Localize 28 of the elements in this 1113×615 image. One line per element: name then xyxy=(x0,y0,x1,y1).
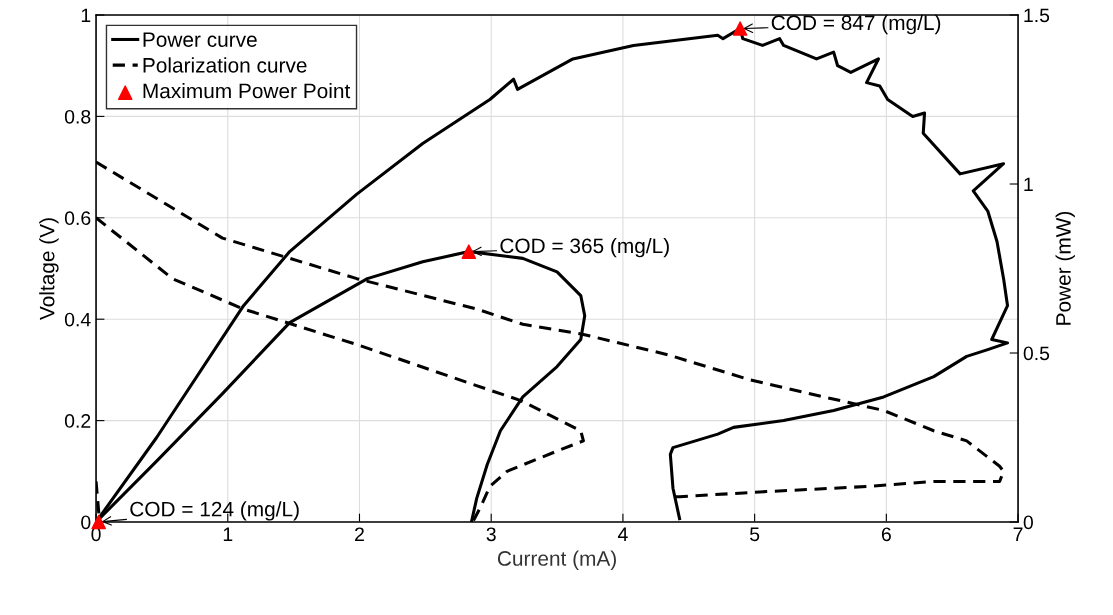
y-tick-label: 0.8 xyxy=(64,109,91,124)
y2-tick-label: 0.5 xyxy=(1023,346,1050,361)
x-tick-label: 3 xyxy=(486,527,496,542)
y-tick-label: 1 xyxy=(81,8,91,23)
x-tick-label: 5 xyxy=(750,527,760,542)
annotation: COD = 847 (mg/L) xyxy=(771,14,941,35)
y-tick-label: 0 xyxy=(81,515,91,530)
y-axis-title: Voltage (V) xyxy=(39,218,59,320)
y2-tick-label: 0 xyxy=(1023,515,1033,530)
x-tick-label: 2 xyxy=(355,527,364,541)
y2-tick-label: 1 xyxy=(1024,177,1033,192)
y2-axis-title: Power (mW) xyxy=(1055,211,1075,325)
annotation: COD = 365 (mg/L) xyxy=(500,237,669,258)
x-axis-title: Current (mA) xyxy=(497,550,616,570)
point xyxy=(461,244,477,259)
x-tick-label: 7 xyxy=(1013,527,1023,541)
legend-label: Power curve xyxy=(143,32,257,47)
x-tick-label: 4 xyxy=(617,527,628,541)
y2-tick-label: 1.5 xyxy=(1024,8,1050,23)
y-tick-label: 0.6 xyxy=(64,211,91,226)
y-tick-label: 0.2 xyxy=(64,414,91,428)
legend-label: Polarization curve xyxy=(143,57,307,73)
x-tick-label: 1 xyxy=(223,527,233,541)
legend-label: Maximum Power Point xyxy=(143,83,351,99)
y-tick-label: 0.4 xyxy=(64,312,91,327)
point xyxy=(732,21,748,36)
annotation: COD = 124 (mg/L) xyxy=(130,501,299,521)
x-tick-label: 6 xyxy=(881,527,891,542)
